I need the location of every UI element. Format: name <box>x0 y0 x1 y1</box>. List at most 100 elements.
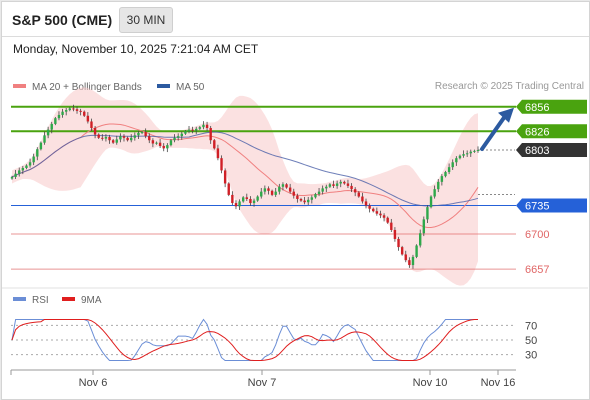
candle-body <box>433 189 436 197</box>
candle-body <box>440 176 444 182</box>
resistance-level-label: 6826 <box>525 126 549 138</box>
ma50-line <box>11 131 479 207</box>
candle-body <box>14 173 17 177</box>
rsi-tick-label: 50 <box>525 335 537 347</box>
candle-body <box>158 142 162 146</box>
legend-label: 9MA <box>81 295 102 306</box>
timeframe-button[interactable]: 30 MIN <box>119 7 173 33</box>
legend-swatch <box>13 84 26 88</box>
candle-body <box>180 133 183 137</box>
candle-body <box>187 129 191 132</box>
candle-body <box>357 192 360 197</box>
candle-body <box>361 196 364 202</box>
candle-body <box>148 136 151 141</box>
time-tick-label: Nov 16 <box>481 377 516 389</box>
candle-body <box>404 254 407 261</box>
main-legend: MA 20 + Bollinger Bands MA 50 <box>13 82 205 93</box>
candle-body <box>270 190 274 195</box>
candle-body <box>317 191 321 195</box>
candle-body <box>267 188 270 191</box>
candle-body <box>64 110 68 112</box>
candle-body <box>61 111 64 115</box>
candle-body <box>444 172 447 177</box>
candle-body <box>390 222 393 230</box>
resistance-level-label: 6856 <box>525 102 549 114</box>
candle-body <box>415 245 418 257</box>
candle-body <box>238 201 241 207</box>
chart-header: S&P 500 (CME) 30 MIN <box>2 2 589 37</box>
candle-body <box>108 136 111 141</box>
candle-body <box>368 205 371 209</box>
candle-body <box>155 142 158 144</box>
candle-body <box>408 260 411 266</box>
candle-body <box>307 199 310 203</box>
candle-body <box>343 181 346 184</box>
candle-body <box>72 108 75 110</box>
candle-body <box>90 121 93 128</box>
rsi-tick-label: 30 <box>525 350 537 362</box>
candle-body <box>195 128 198 131</box>
candle-body <box>382 215 386 218</box>
candle-body <box>397 238 400 248</box>
candle-body <box>54 118 57 124</box>
research-credit: Research © 2025 Trading Central <box>434 81 584 92</box>
rsi-tick-label: 70 <box>525 320 537 332</box>
candle-body <box>281 184 285 187</box>
candle-body <box>429 196 433 208</box>
candle-body <box>83 111 86 116</box>
candle-body <box>328 184 332 187</box>
candle-body <box>144 132 147 137</box>
candle-body <box>176 136 180 138</box>
candle-body <box>296 195 299 199</box>
candle-body <box>299 198 303 201</box>
candle-body <box>364 201 368 206</box>
candle-body <box>213 140 216 149</box>
candle-body <box>43 135 46 143</box>
candle-body <box>353 189 357 193</box>
candle-body <box>465 153 469 155</box>
candle-body <box>202 124 205 128</box>
forecast-arrow <box>480 112 508 152</box>
candle-body <box>303 200 306 203</box>
candle-body <box>97 134 100 138</box>
candle-body <box>260 191 263 197</box>
candle-body <box>314 194 317 198</box>
candle-body <box>274 191 277 195</box>
candle-body <box>346 183 350 186</box>
legend-label: RSI <box>32 295 49 306</box>
candle-body <box>130 137 133 141</box>
candle-body <box>285 184 288 188</box>
candles <box>10 104 480 269</box>
last-level-tag <box>516 143 587 158</box>
time-tick-label: Nov 7 <box>248 377 277 389</box>
candle-body <box>25 165 28 168</box>
candle-body <box>10 176 14 179</box>
support-level-label: 6657 <box>525 264 549 276</box>
time-tick-label: Nov 10 <box>413 377 448 389</box>
candle-body <box>462 154 465 156</box>
candle-body <box>476 150 480 152</box>
bollinger-band <box>12 87 478 286</box>
candle-body <box>184 131 187 134</box>
candle-body <box>50 123 53 130</box>
candle-body <box>292 191 295 196</box>
candle-body <box>39 142 43 150</box>
candle-body <box>234 203 238 207</box>
legend-swatch <box>157 84 170 88</box>
candle-body <box>205 124 209 128</box>
candle-body <box>198 127 202 129</box>
resistance-level-tag <box>516 124 587 139</box>
candle-body <box>426 207 429 220</box>
candle-body <box>278 186 281 192</box>
candle-body <box>126 137 129 141</box>
legend-swatch <box>13 297 26 301</box>
legend-label: MA 50 <box>176 82 205 93</box>
candle-body <box>79 110 82 112</box>
forecast-arrow-head <box>498 107 514 123</box>
candle-body <box>458 155 462 159</box>
candle-body <box>252 200 256 204</box>
candle-body <box>288 187 292 192</box>
candle-body <box>245 197 249 199</box>
rsi-legend: RSI 9MA <box>13 295 102 306</box>
